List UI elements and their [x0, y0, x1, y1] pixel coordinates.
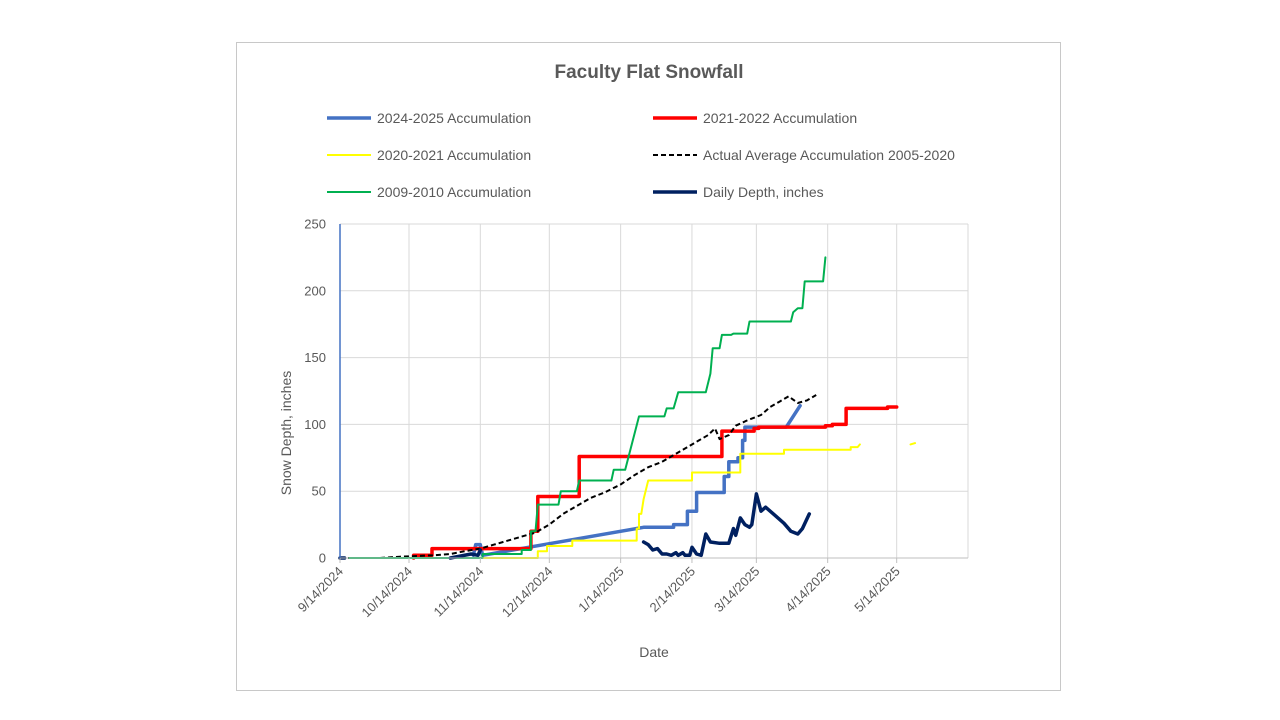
chart-frame: Faculty Flat Snowfall 2024-2025 Accumula…: [236, 42, 1061, 691]
x-tick-label: 5/14/2025: [851, 564, 903, 616]
y-tick-label: 200: [304, 283, 326, 298]
legend-label: Daily Depth, inches: [703, 184, 824, 200]
y-tick-label: 100: [304, 417, 326, 432]
x-tick-label: 3/14/2025: [711, 564, 763, 616]
chart-svg: Faculty Flat Snowfall 2024-2025 Accumula…: [278, 62, 969, 660]
series-line-2024-2025-accumulation: [471, 403, 802, 558]
x-tick-label: 2/14/2025: [647, 564, 699, 616]
legend-label: 2024-2025 Accumulation: [377, 110, 531, 126]
chart-title: Faculty Flat Snowfall: [555, 62, 744, 83]
series-lines: [338, 256, 917, 560]
series-line-2009-2010-accumulation: [348, 256, 827, 559]
legend-label: 2020-2021 Accumulation: [377, 147, 531, 163]
legend-label: 2009-2010 Accumulation: [377, 184, 531, 200]
x-tick-label: 1/14/2025: [575, 564, 627, 616]
x-tick-label: 12/14/2024: [499, 564, 556, 621]
y-tick-label: 50: [312, 484, 326, 499]
legend-label: 2021-2022 Accumulation: [703, 110, 857, 126]
x-tick-label: 9/14/2024: [295, 564, 347, 616]
axes: 0 50 100 150 200 250 9/14/2024 10/14/2024 11/14/…: [295, 217, 968, 621]
series-line-actual-average-accumulation-2005-2020: [340, 394, 817, 559]
x-tick-label: 11/14/2024: [431, 564, 487, 620]
y-tick-label: 250: [304, 217, 326, 232]
series-line-2021-2022-accumulation: [411, 405, 899, 560]
y-tick-label: 150: [304, 350, 326, 365]
y-axis-title: Snow Depth, inches: [278, 371, 294, 496]
x-tick-label: 10/14/2024: [359, 564, 416, 621]
series-line-2020-2021-accumulation: [449, 442, 917, 559]
x-axis-title: Date: [639, 644, 669, 660]
legend: 2024-2025 Accumulation 2021-2022 Accumula…: [327, 110, 955, 200]
legend-label: Actual Average Accumulation 2005-2020: [703, 147, 955, 163]
x-tick-label: 4/14/2025: [782, 564, 834, 616]
gridlines: [339, 223, 969, 559]
series-line-daily-depth-inches: [338, 492, 812, 560]
y-tick-label: 0: [319, 551, 326, 566]
